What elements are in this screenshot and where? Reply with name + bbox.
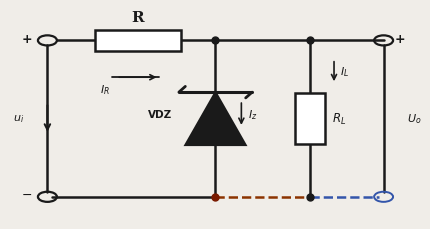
Text: −: − [22, 188, 32, 201]
Text: R: R [131, 11, 144, 25]
Text: +: + [393, 33, 404, 45]
Text: $I_L$: $I_L$ [340, 65, 349, 79]
Text: +: + [22, 33, 32, 45]
Bar [95, 31, 181, 52]
Text: $I_R$: $I_R$ [100, 82, 110, 96]
Text: $I_z$: $I_z$ [247, 108, 257, 121]
Text: $R_L$: $R_L$ [331, 112, 345, 127]
Text: $U_o$: $U_o$ [406, 112, 421, 126]
Text: VDZ: VDZ [148, 109, 172, 120]
Bar [295, 94, 325, 144]
Polygon shape [185, 93, 245, 145]
Text: $u_i$: $u_i$ [12, 113, 24, 125]
